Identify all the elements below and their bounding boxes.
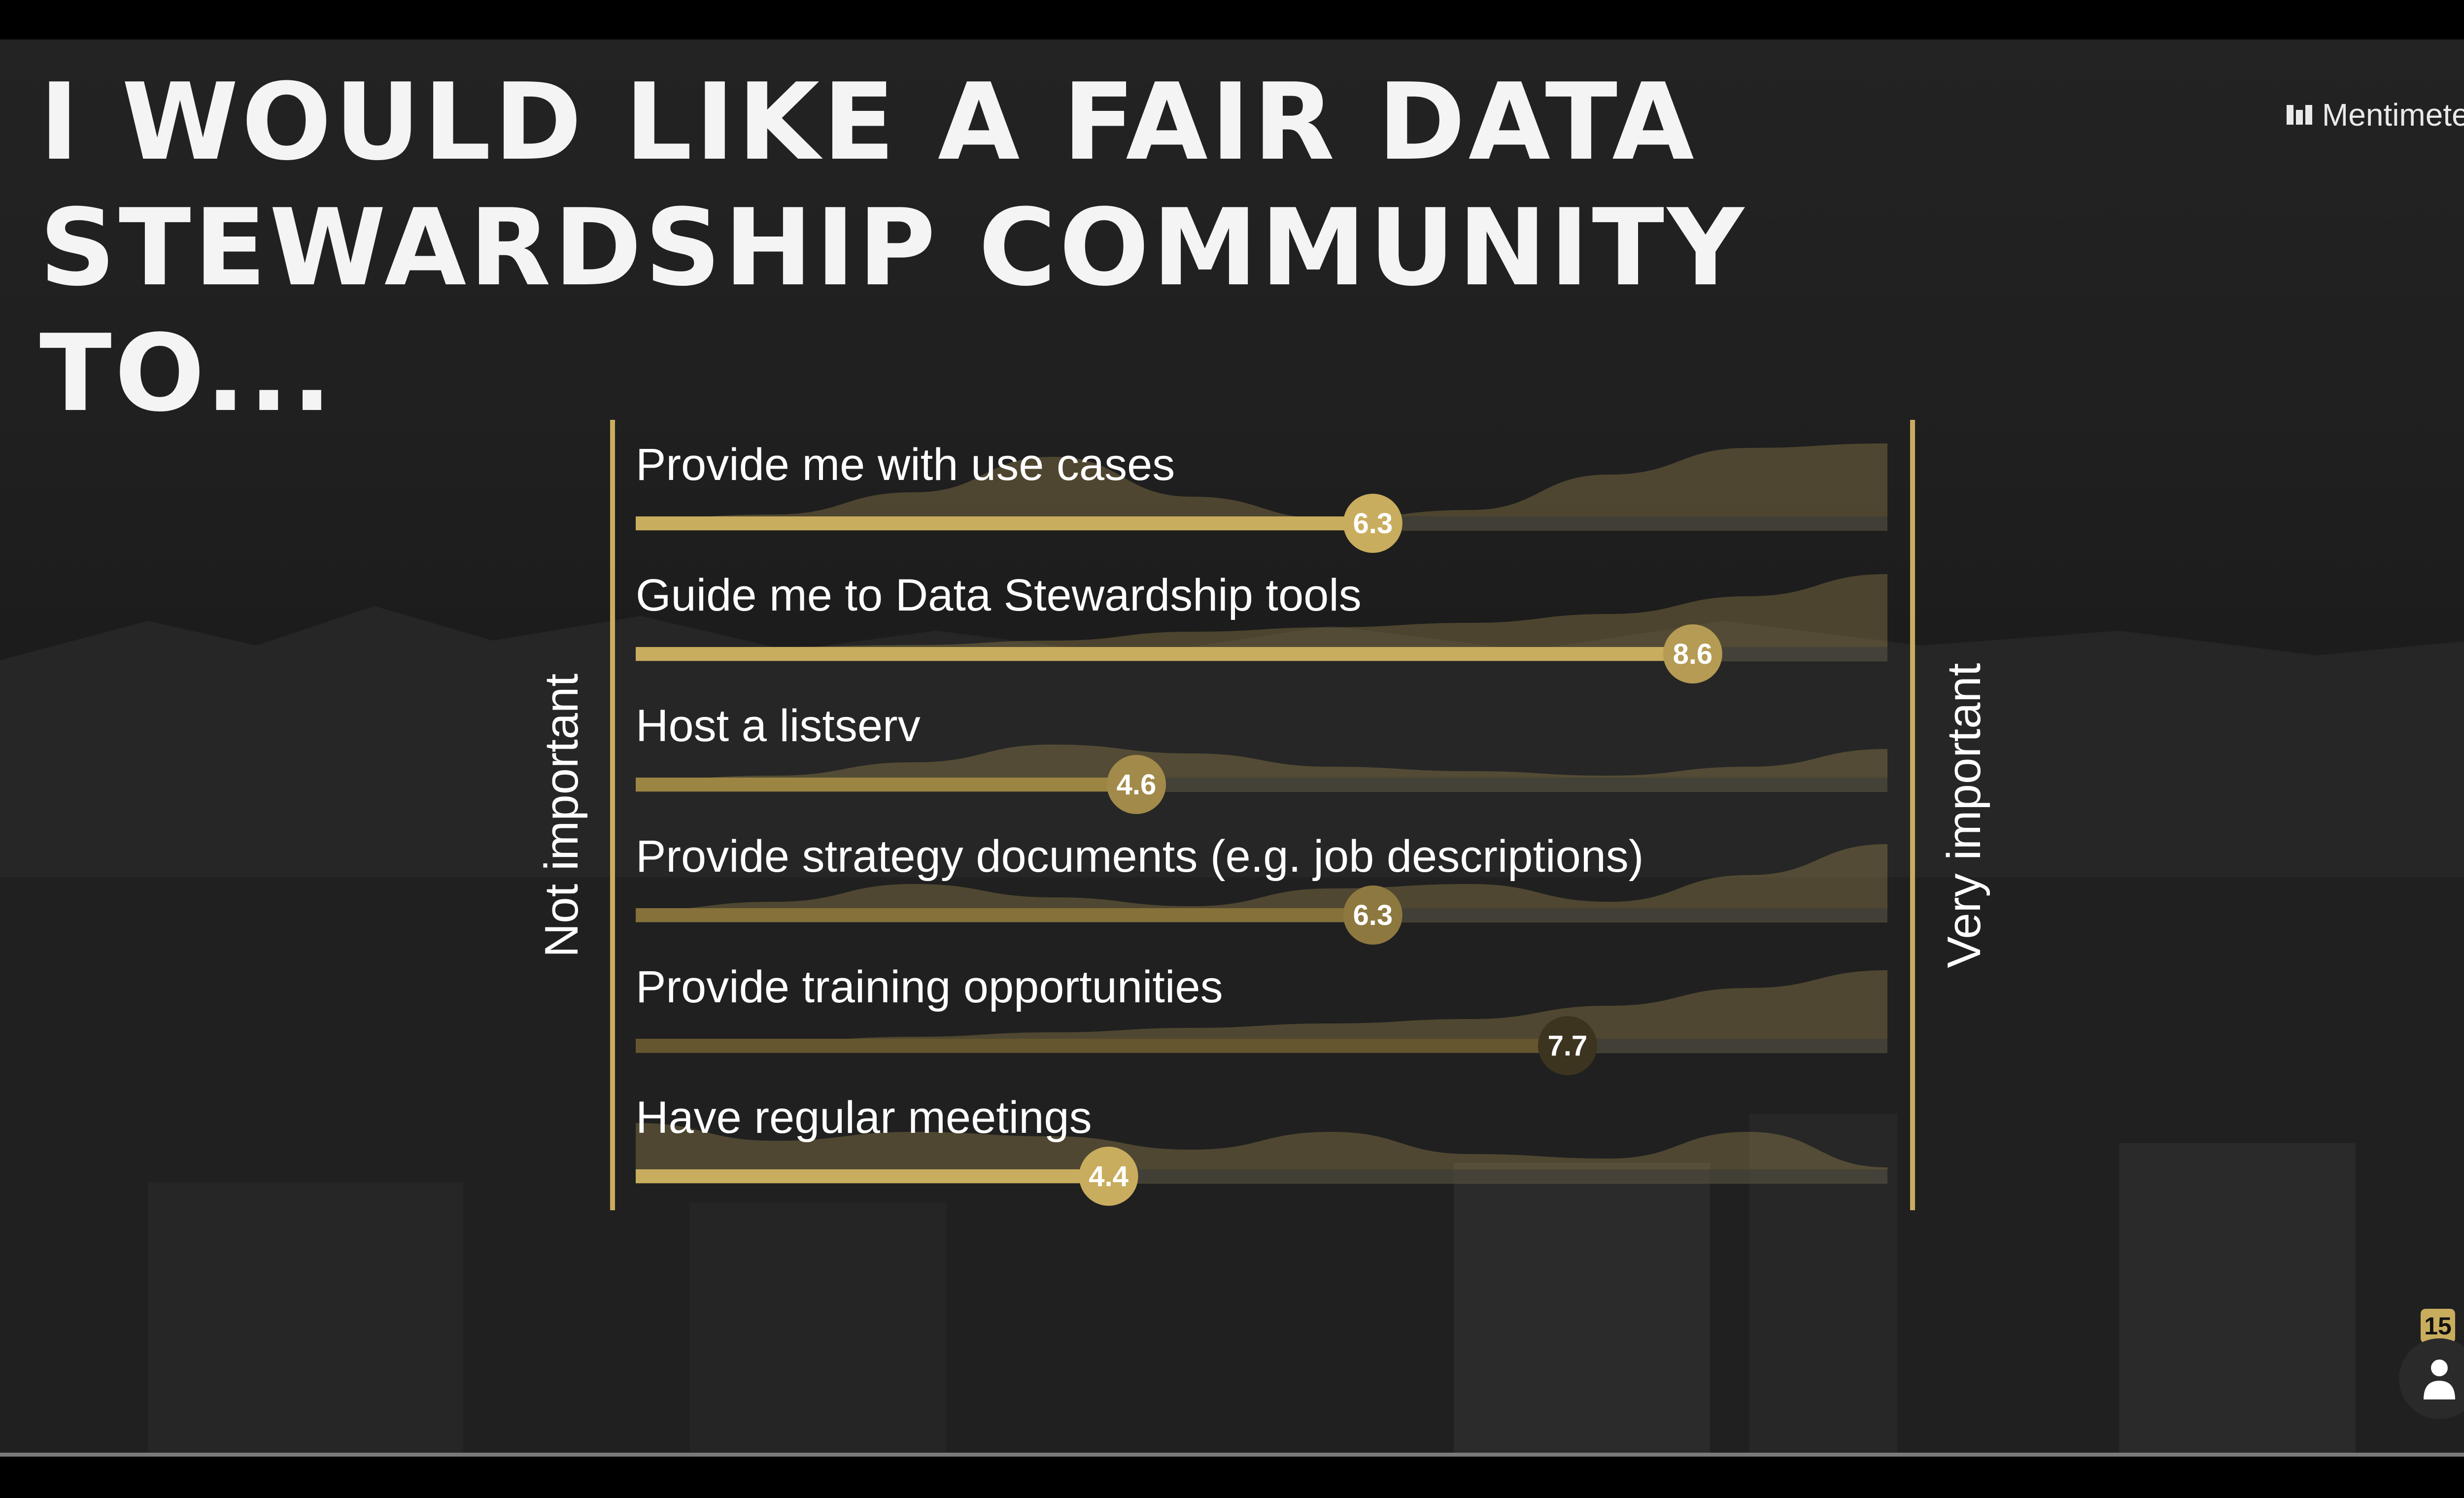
right-scale-line xyxy=(1910,420,1915,1210)
value-label: 4.4 xyxy=(1089,1160,1129,1192)
value-badge xyxy=(1663,624,1722,683)
item-label: Provide me with use cases xyxy=(636,440,1175,490)
top-bar xyxy=(0,0,2464,39)
slide xyxy=(0,39,2464,1457)
value-badge xyxy=(1107,755,1166,814)
participant-count: 15 xyxy=(2421,1309,2455,1343)
bar xyxy=(636,778,1136,791)
distribution-curve xyxy=(636,1123,1887,1184)
bottom-bar xyxy=(0,1457,2464,1498)
distribution-curve xyxy=(636,844,1887,922)
brand-logo: Mentimeter xyxy=(2286,97,2464,133)
value-badge xyxy=(1343,885,1403,945)
item-label: Guide me to Data Stewardship tools xyxy=(636,570,1362,620)
value-label: 7.7 xyxy=(1548,1030,1588,1062)
item-label: Host a listserv xyxy=(636,701,921,751)
slide-title: I WOULD LIKE A FAIR DATA STEWARDSHIP COM… xyxy=(39,60,1747,435)
person-icon xyxy=(2424,1360,2455,1399)
left-scale-line xyxy=(610,420,615,1210)
value-label: 6.3 xyxy=(1353,899,1393,931)
bar xyxy=(636,647,1693,661)
scale-max-label: Very important xyxy=(1938,663,1990,968)
item-label: Provide strategy documents (e.g. job des… xyxy=(636,831,1643,882)
bar xyxy=(636,1039,1568,1053)
brand-name: Mentimeter xyxy=(2322,97,2464,133)
mentimeter-logo-icon xyxy=(2286,105,2312,125)
distribution-curve xyxy=(636,574,1887,661)
bar xyxy=(636,1169,1109,1183)
participants-button[interactable] xyxy=(2399,1338,2464,1419)
value-label: 8.6 xyxy=(1673,638,1713,670)
bar xyxy=(636,908,1373,922)
item-label: Provide training opportunities xyxy=(636,962,1223,1012)
bar xyxy=(636,516,1373,530)
value-label: 6.3 xyxy=(1353,508,1393,540)
bottom-divider xyxy=(0,1453,2464,1457)
city-background xyxy=(0,606,2464,1457)
value-badge xyxy=(1538,1016,1597,1075)
scale-min-label: Not important xyxy=(535,673,588,958)
value-label: 4.6 xyxy=(1117,769,1157,801)
value-badge xyxy=(1343,494,1403,553)
distribution-curve xyxy=(636,443,1887,531)
item-label: Have regular meetings xyxy=(636,1092,1092,1143)
value-badge xyxy=(1079,1147,1138,1206)
scale-chart: 6.3 Provide me with use cases 8.6 Guide me … xyxy=(636,440,1887,1206)
